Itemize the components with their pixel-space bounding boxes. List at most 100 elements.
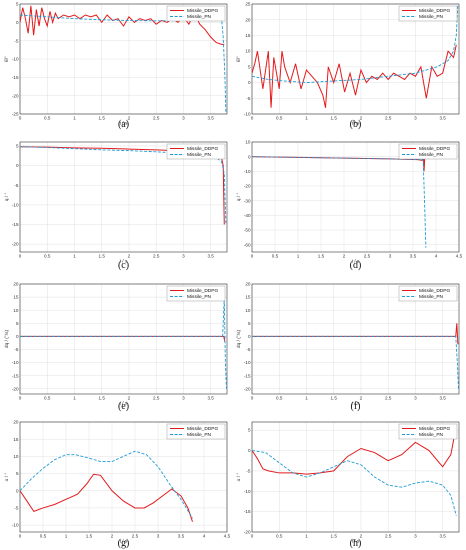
y-tick-label: -5	[14, 183, 19, 188]
y-tick-label: 0	[16, 334, 19, 339]
y-tick-label: 5	[248, 321, 251, 326]
x-tick-label: 3.5	[439, 116, 446, 121]
panel-h: 0 0.5 1 1.5 2 2.5 3 3.5 -20 -15 -10 -5 0 5 t / s α / ° M…	[236, 421, 460, 549]
x-tick-label: 1.5	[318, 254, 325, 259]
x-tick-label: 3.5	[439, 396, 446, 401]
x-tick-label: 2.5	[153, 254, 160, 259]
panel-c: 0 0.5 1 1.5 2 2.5 3 3.5 -20 -15 -10 -5 0 5 t / s q / ° M…	[4, 141, 228, 271]
legend-box	[166, 285, 226, 302]
legend-label: Missile_PN	[187, 294, 212, 300]
x-tick-label: 4.5	[224, 534, 231, 539]
y-tick-label: 15	[245, 33, 251, 38]
plot-frame	[19, 283, 228, 395]
x-tick-label: 1	[305, 396, 308, 401]
x-axis-label: t / s	[120, 539, 128, 545]
y-tick-label: 15	[245, 295, 251, 300]
x-tick-label: 3	[414, 534, 417, 539]
x-tick-label: 2	[128, 116, 131, 121]
y-tick-label: -5	[14, 506, 19, 511]
y-tick-label: -10	[244, 169, 251, 174]
y-tick-label: -5	[246, 96, 251, 101]
series-line-missile-ddpg	[20, 335, 226, 342]
series-line-missile-ddpg	[20, 473, 193, 522]
x-tick-label: 1.5	[331, 534, 338, 539]
x-tick-label: 3	[414, 116, 417, 121]
y-tick-label: -10	[12, 523, 19, 528]
y-tick-label: -15	[12, 75, 19, 80]
y-tick-label: 0	[248, 448, 251, 453]
x-tick-label: 0.5	[276, 534, 283, 539]
legend-box	[398, 143, 458, 160]
panel-e: 0 0.5 1 1.5 2 2.5 3 3.5 -20 -15 -10 -5 0 5 10 15 20 t / s…	[4, 282, 228, 412]
series-line-missile-pn	[252, 335, 459, 389]
legend-label: Missile_DDPG	[419, 146, 450, 152]
x-tick-label: 1	[305, 534, 308, 539]
legend-label: Missile_PN	[187, 152, 212, 158]
x-tick-label: 2	[360, 534, 363, 539]
legend-label: Missile_PN	[419, 294, 444, 300]
y-tick-label: 25	[245, 2, 251, 7]
y-tick-label: -30	[244, 198, 251, 203]
x-tick-label: 1.5	[99, 396, 106, 401]
x-tick-label: 2.5	[153, 116, 160, 121]
series-line-missile-pn	[252, 4, 459, 84]
series-line-missile-pn	[20, 297, 227, 389]
y-tick-label: -20	[244, 184, 251, 189]
x-tick-label: 3	[182, 116, 185, 121]
panel-caption: (g)	[118, 538, 130, 549]
legend-label: Missile_PN	[419, 152, 444, 158]
x-tick-label: 1	[73, 254, 76, 259]
legend-label: Missile_DDPG	[187, 8, 218, 14]
y-tick-label: -60	[244, 242, 251, 247]
x-axis-label: t / s	[352, 539, 360, 545]
y-tick-label: 0	[248, 334, 251, 339]
series-line-missile-ddpg	[252, 425, 457, 475]
legend-label: Missile_DDPG	[419, 8, 450, 14]
y-tick-label: 5	[16, 144, 19, 149]
legend-label: Missile_PN	[419, 432, 444, 438]
x-tick-label: 2.5	[385, 116, 392, 121]
y-tick-label: 15	[13, 295, 19, 300]
panel-caption: (h)	[350, 538, 362, 549]
x-axis-label: t / s	[352, 401, 360, 407]
y-tick-label: -40	[244, 213, 251, 218]
y-tick-label: 5	[16, 471, 19, 476]
x-tick-label: 1	[65, 534, 68, 539]
x-tick-label: 1.5	[86, 534, 93, 539]
x-axis-label: t / s	[120, 121, 128, 127]
x-tick-label: 2.5	[364, 254, 371, 259]
x-tick-label: 0.5	[276, 396, 283, 401]
legend-label: Missile_DDPG	[187, 288, 218, 294]
y-axis-label: θ̇/°	[4, 56, 10, 62]
y-tick-label: 20	[13, 420, 19, 425]
x-tick-label: 1.5	[99, 116, 106, 121]
plot-frame	[19, 3, 228, 115]
y-tick-label: -10	[12, 360, 19, 365]
y-tick-label: -10	[244, 112, 251, 117]
x-tick-label: 2	[360, 116, 363, 121]
x-tick-label: 2.5	[153, 396, 160, 401]
y-tick-label: -15	[12, 222, 19, 227]
x-tick-label: 1.5	[331, 116, 338, 121]
y-tick-label: 0	[16, 163, 19, 168]
x-tick-label: 0	[19, 534, 22, 539]
plot-frame	[19, 421, 228, 533]
x-tick-label: 0	[251, 116, 254, 121]
y-tick-label: -5	[14, 347, 19, 352]
y-tick-label: -15	[12, 373, 19, 378]
legend-box	[398, 423, 458, 440]
y-tick-label: 20	[13, 282, 19, 287]
x-tick-label: 2	[360, 396, 363, 401]
x-tick-label: 2	[111, 534, 114, 539]
y-axis-label: dq / (°/s)	[4, 330, 10, 349]
y-tick-label: -5	[246, 468, 251, 473]
x-tick-label: 0	[19, 396, 22, 401]
x-tick-label: 1	[73, 116, 76, 121]
panel-caption: (f)	[351, 401, 361, 412]
y-tick-label: 0	[16, 20, 19, 25]
